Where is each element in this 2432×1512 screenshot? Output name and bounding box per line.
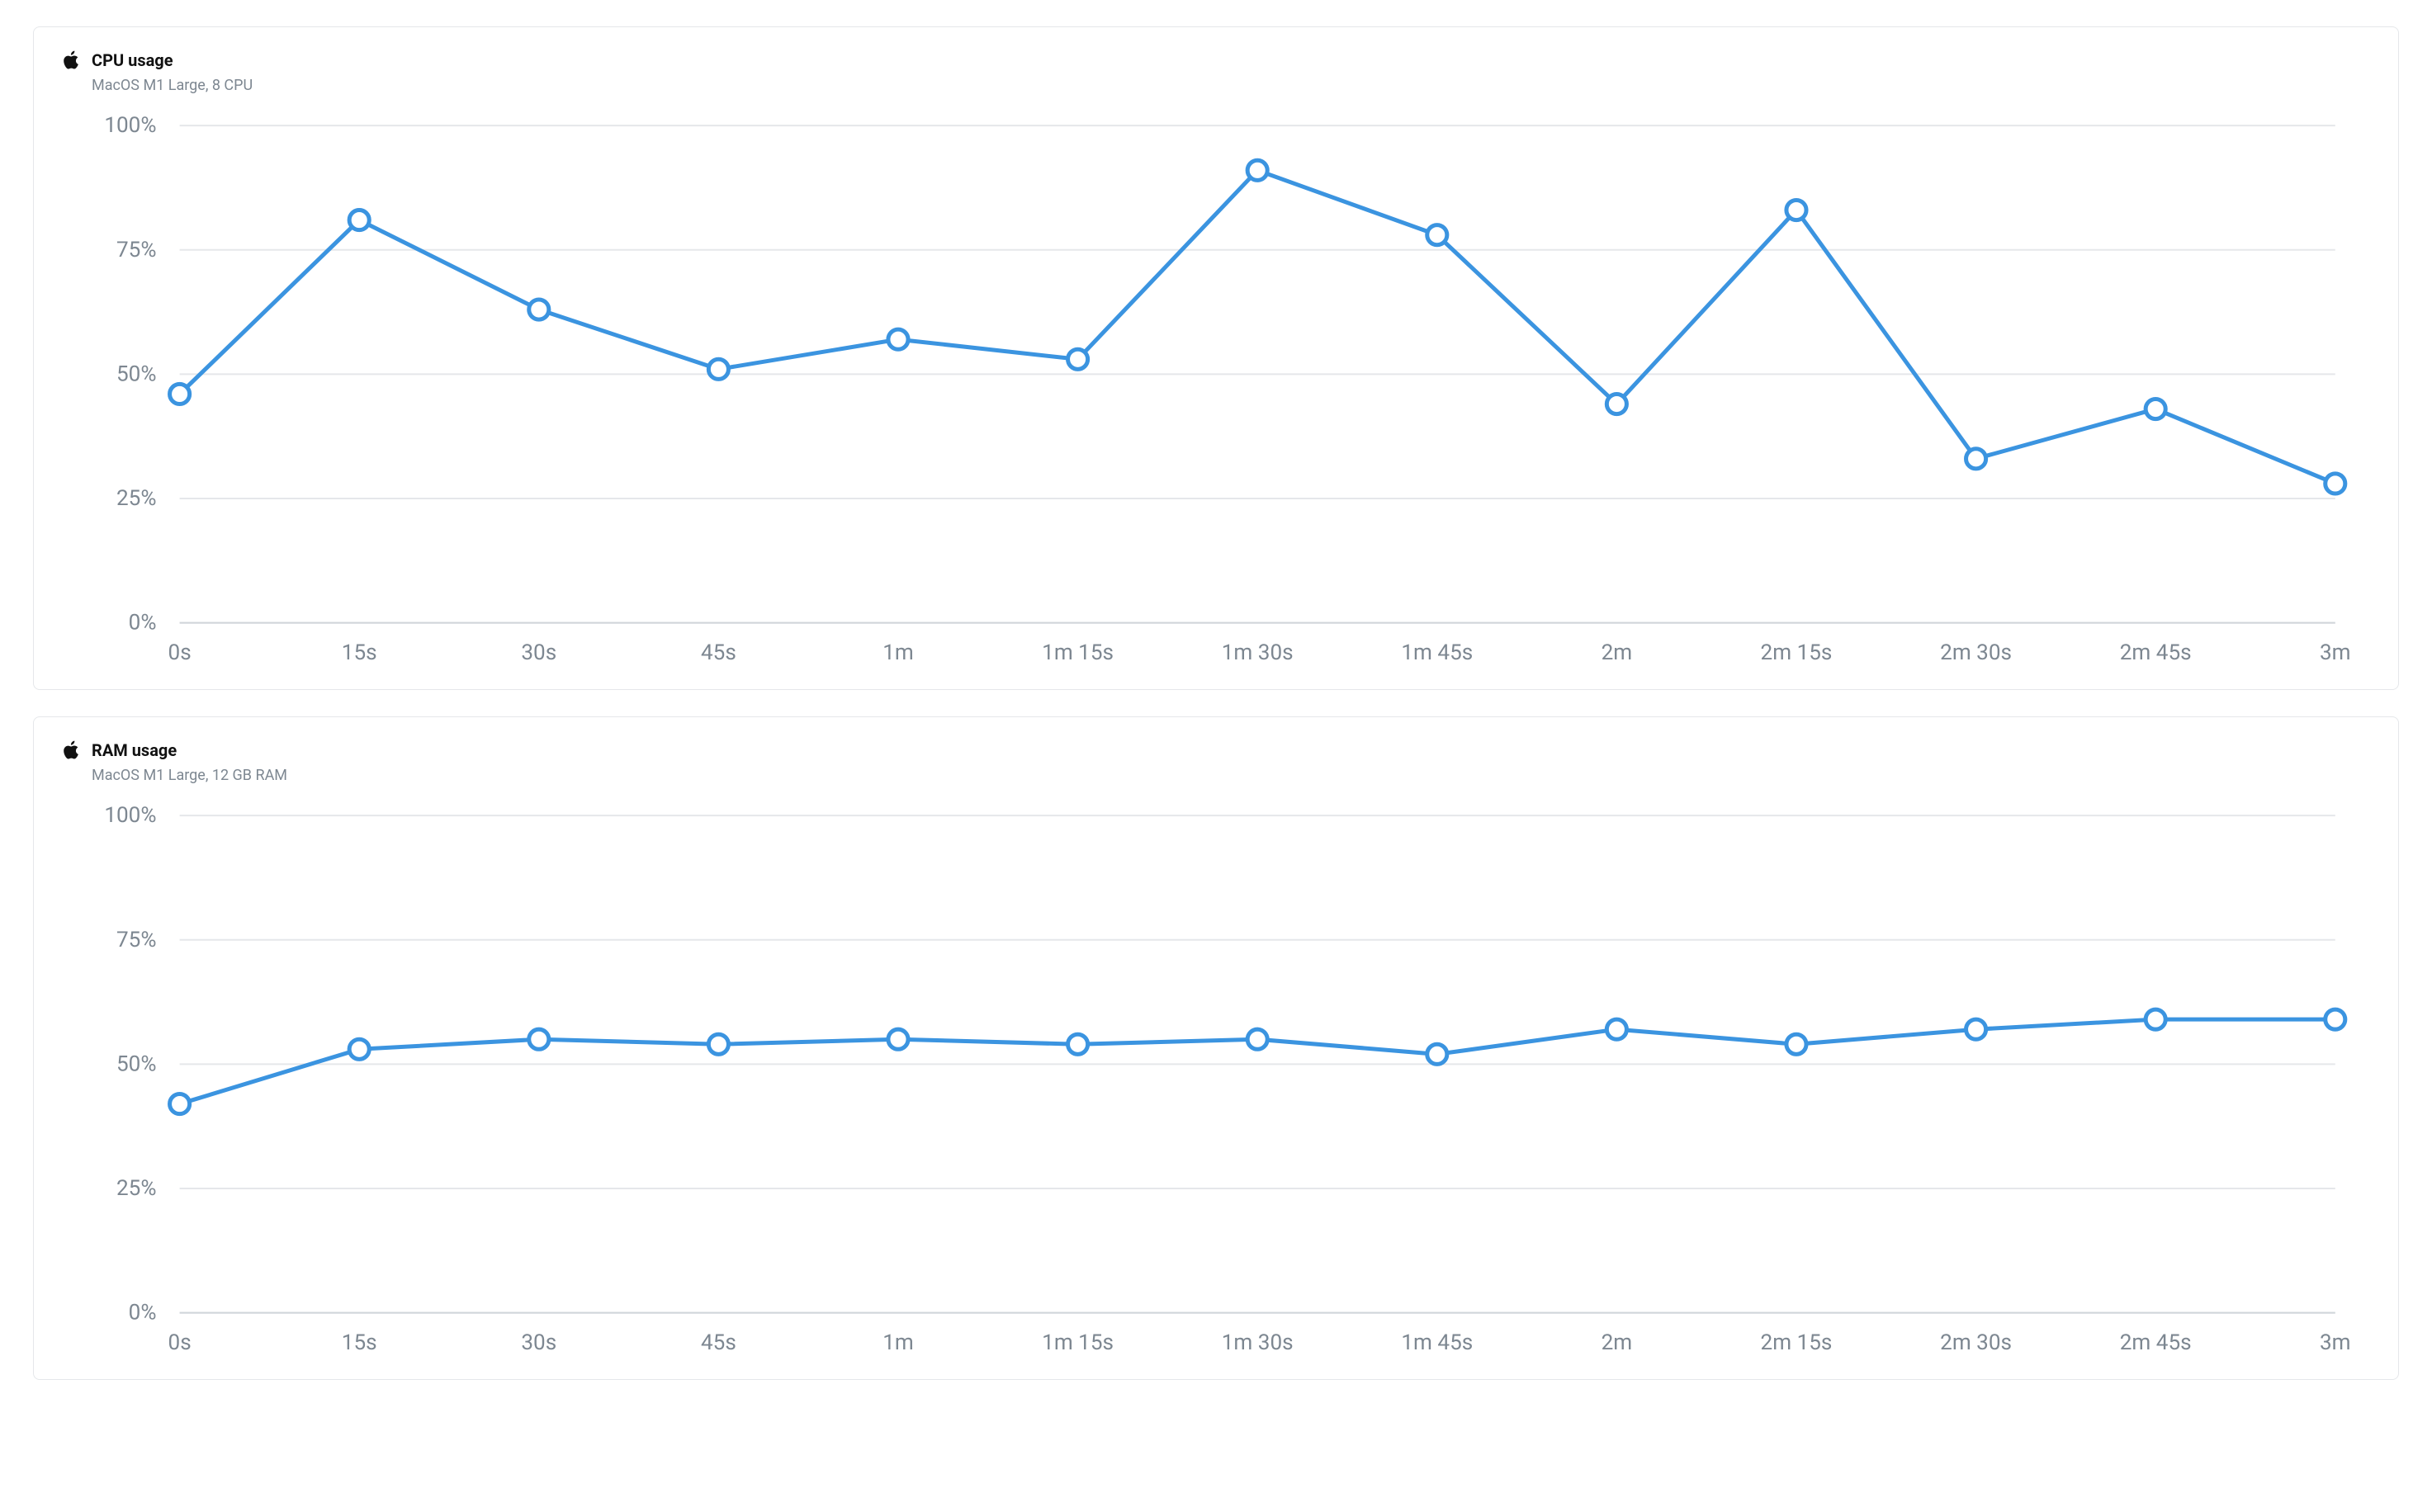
x-axis-tick-label: 1m 15s: [1042, 1330, 1114, 1355]
ram-chart: 0% 25% 50% 75% 100% 0s 15s 30s 45s 1m 1m 15s 1m 30s…: [64, 799, 2368, 1363]
x-axis-tick-label: 2m: [1602, 640, 1633, 665]
x-axis-tick-label: 0s: [168, 640, 192, 665]
data-point[interactable]: [170, 1094, 190, 1113]
ram-card-header: RAM usage MacOS M1 Large, 12 GB RAM: [64, 740, 2368, 784]
x-axis-tick-label: 3m: [2320, 640, 2351, 665]
data-point[interactable]: [708, 1034, 728, 1054]
x-axis-tick-label: 30s: [521, 640, 556, 665]
data-point[interactable]: [1606, 1019, 1626, 1039]
data-point[interactable]: [1427, 1044, 1447, 1064]
data-point[interactable]: [2326, 474, 2345, 494]
data-point[interactable]: [1786, 200, 1806, 220]
x-axis-tick-label: 15s: [342, 640, 377, 665]
ram-title-row: RAM usage: [64, 740, 2368, 760]
ram-usage-card: RAM usage MacOS M1 Large, 12 GB RAM 0% 25…: [33, 716, 2399, 1380]
x-axis-tick-label: 1m 30s: [1222, 1330, 1294, 1355]
x-axis-tick-label: 3m: [2320, 1330, 2351, 1355]
y-axis-tick-label: 75%: [116, 238, 156, 262]
cpu-chart-svg: 0% 25% 50% 75% 100% 0s 15s 30s 45s 1m 1m 15s 1m 30s…: [64, 109, 2368, 673]
x-axis-tick-label: 30s: [521, 1330, 556, 1355]
y-axis-tick-label: 0%: [129, 611, 157, 636]
data-point[interactable]: [349, 210, 369, 230]
data-point[interactable]: [529, 300, 549, 319]
data-point[interactable]: [529, 1029, 549, 1049]
cpu-usage-card: CPU usage MacOS M1 Large, 8 CPU 0% 25% 50%…: [33, 26, 2399, 690]
data-point[interactable]: [1247, 1029, 1267, 1049]
ram-chart-svg: 0% 25% 50% 75% 100% 0s 15s 30s 45s 1m 1m 15s 1m 30s…: [64, 799, 2368, 1363]
y-axis-tick-label: 25%: [116, 486, 156, 511]
x-axis-tick-label: 2m 15s: [1761, 640, 1833, 665]
data-point[interactable]: [1427, 225, 1447, 245]
x-axis-tick-label: 2m: [1602, 1330, 1633, 1355]
x-axis-tick-label: 45s: [701, 1330, 736, 1355]
x-axis-tick-label: 2m 15s: [1761, 1330, 1833, 1355]
cpu-card-subtitle: MacOS M1 Large, 8 CPU: [92, 77, 2368, 94]
resource-usage-page: CPU usage MacOS M1 Large, 8 CPU 0% 25% 50%…: [0, 0, 2432, 1433]
data-point[interactable]: [1068, 1034, 1088, 1054]
y-axis-tick-label: 100%: [104, 803, 156, 828]
y-axis-tick-label: 100%: [104, 113, 156, 138]
ram-card-subtitle: MacOS M1 Large, 12 GB RAM: [92, 767, 2368, 784]
data-point[interactable]: [1606, 394, 1626, 413]
ram-card-title: RAM usage: [92, 740, 177, 760]
x-axis-tick-label: 1m 45s: [1401, 640, 1473, 665]
y-axis-tick-label: 50%: [116, 361, 156, 386]
cpu-chart: 0% 25% 50% 75% 100% 0s 15s 30s 45s 1m 1m 15s 1m 30s…: [64, 109, 2368, 673]
data-point[interactable]: [1786, 1034, 1806, 1054]
apple-icon: [64, 50, 82, 70]
data-point[interactable]: [2326, 1009, 2345, 1029]
x-axis-tick-label: 15s: [342, 1330, 377, 1355]
x-axis-tick-label: 2m 30s: [1940, 1330, 2012, 1355]
x-axis-tick-label: 1m: [882, 1330, 914, 1355]
cpu-card-header: CPU usage MacOS M1 Large, 8 CPU: [64, 50, 2368, 94]
cpu-card-title: CPU usage: [92, 50, 173, 70]
series-line: [180, 170, 2335, 484]
x-axis-tick-label: 2m 30s: [1940, 640, 2012, 665]
cpu-title-row: CPU usage: [64, 50, 2368, 70]
apple-icon: [64, 740, 82, 760]
y-axis-tick-label: 25%: [116, 1176, 156, 1201]
data-point[interactable]: [2146, 1009, 2165, 1029]
data-point[interactable]: [888, 329, 908, 349]
data-point[interactable]: [1068, 349, 1088, 369]
x-axis-tick-label: 0s: [168, 1330, 192, 1355]
data-point[interactable]: [1966, 1019, 1986, 1039]
y-axis-tick-label: 50%: [116, 1051, 156, 1076]
x-axis-tick-label: 1m 45s: [1401, 1330, 1473, 1355]
x-axis-tick-label: 2m 45s: [2120, 1330, 2192, 1355]
data-point[interactable]: [888, 1029, 908, 1049]
y-axis-tick-label: 75%: [116, 928, 156, 952]
data-point[interactable]: [170, 384, 190, 404]
x-axis-tick-label: 1m: [882, 640, 914, 665]
data-point[interactable]: [1966, 449, 1986, 469]
x-axis-tick-label: 2m 45s: [2120, 640, 2192, 665]
x-axis-tick-label: 45s: [701, 640, 736, 665]
x-axis-tick-label: 1m 30s: [1222, 640, 1294, 665]
x-axis-tick-label: 1m 15s: [1042, 640, 1114, 665]
data-point[interactable]: [349, 1039, 369, 1059]
data-point[interactable]: [1247, 160, 1267, 180]
data-point[interactable]: [2146, 399, 2165, 419]
y-axis-tick-label: 0%: [129, 1301, 157, 1325]
data-point[interactable]: [708, 359, 728, 379]
